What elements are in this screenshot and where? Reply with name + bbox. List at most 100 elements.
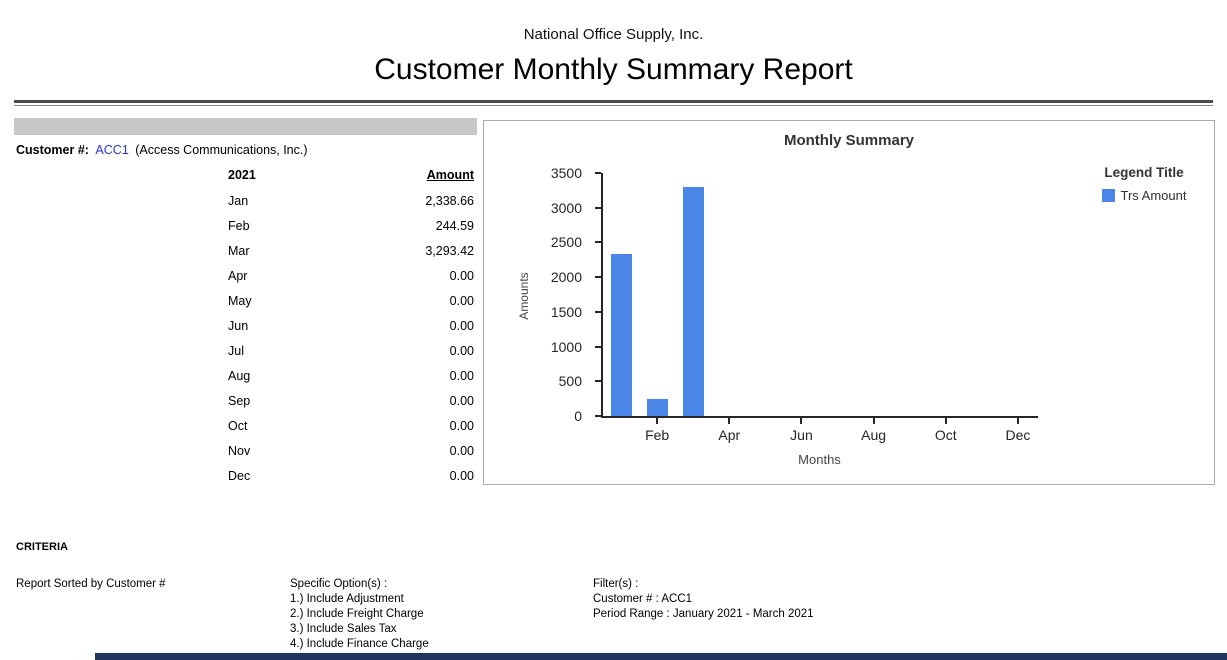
x-tick-mark [728,418,731,424]
month-cell: Feb [228,218,250,233]
month-cell: May [228,293,252,308]
header-rule-thick [14,100,1213,103]
criteria-option: 3.) Include Sales Tax [290,623,397,635]
legend-item: Trs Amount [1080,188,1208,203]
bar-slot [784,173,820,416]
x-tick-label: Feb [645,427,670,443]
table-row: May 0.00 [228,288,474,313]
criteria-filters-list: Customer # : ACC1 Period Range : January … [593,592,814,622]
bar-jan [610,254,632,416]
month-cell: Sep [228,393,251,408]
bar-slot [748,173,784,416]
company-name: National Office Supply, Inc. [523,26,704,43]
amount-cell: 244.59 [435,218,474,233]
amount-header: Amount [426,168,474,182]
legend-title: Legend Title [1104,165,1184,180]
x-tick-label: Jun [790,427,813,443]
bar-slot [893,173,929,416]
amount-cell: 0.00 [449,318,474,333]
table-row: Sep 0.00 [228,388,474,413]
month-cell: Jul [228,343,244,358]
criteria-option: 4.) Include Finance Charge [290,638,429,650]
header-rule-thin [14,105,1213,106]
y-tick-label: 500 [558,373,582,390]
y-tick-mark [595,345,601,348]
y-tick-label: 2000 [550,269,582,286]
year-header: 2021 [228,168,256,182]
table-row: Nov 0.00 [228,438,474,463]
customer-name: (Access Communications, Inc.) [135,143,308,157]
bar-feb [646,399,668,416]
month-cell: Apr [228,268,248,283]
amount-cell: 0.00 [449,443,474,458]
y-tick-label: 3500 [550,165,582,181]
amount-cell: 3,293.42 [425,243,474,258]
y-tick-label: 1000 [550,338,582,355]
bar-slot [676,173,712,416]
y-tick-mark [595,172,601,174]
y-tick-marks [595,172,601,418]
report-title: Customer Monthly Summary Report [374,53,853,86]
y-tick-mark [595,415,601,417]
table-row: Jul 0.00 [228,338,474,363]
y-tick-mark [595,380,601,383]
amount-cell: 0.00 [449,268,474,283]
criteria-options-title: Specific Option(s) : [290,578,388,590]
y-tick-label: 0 [574,408,582,424]
bar-slot [1002,173,1038,416]
amount-cell: 2,338.66 [425,193,474,208]
month-cell: Jan [228,193,249,208]
chart-plot [601,173,1038,418]
month-cell: Dec [228,468,251,483]
y-tick-label: 2500 [550,234,582,251]
criteria-heading: CRITERIA [16,541,68,553]
amount-table-header: 2021 Amount [228,168,474,188]
customer-label: Customer #: [16,143,89,157]
bar-slot [712,173,748,416]
criteria-options-list: 1.) Include Adjustment 2.) Include Freigh… [290,592,429,652]
y-tick-label: 3000 [550,199,582,216]
amount-table-body: Jan 2,338.66 Feb 244.59 Mar 3,293.42 Apr 0.00 Ma… [228,188,474,488]
criteria-options: Specific Option(s) : 1.) Include Adjustm… [290,577,429,652]
bar-mar [683,187,705,416]
criteria-option: 1.) Include Adjustment [290,593,404,605]
section-header-bar [14,118,477,135]
amount-cell: 0.00 [449,393,474,408]
y-tick-mark [595,310,601,313]
customer-line: Customer #: ACC1 (Access Communications,… [16,143,308,157]
bar-slot [821,173,857,416]
criteria-filter: Period Range : January 2021 - March 2021 [593,608,814,620]
bar-slot [857,173,893,416]
table-row: Oct 0.00 [228,413,474,438]
month-cell: Aug [228,368,251,383]
x-tick-mark [944,418,947,424]
x-tick-label: Apr [718,427,741,443]
amount-cell: 0.00 [449,468,474,483]
chart-title: Monthly Summary [783,132,915,149]
bottom-page-strip [95,653,1227,660]
customer-code-link[interactable]: ACC1 [95,143,129,157]
amount-table: 2021 Amount Jan 2,338.66 Feb 244.59 Mar 3,293… [228,168,474,488]
x-tick-label: Dec [1005,427,1031,443]
amount-cell: 0.00 [449,368,474,383]
x-axis-title: Months [798,452,841,467]
bar-slot [639,173,675,416]
bar-slot [603,173,639,416]
month-cell: Nov [228,443,251,458]
table-row: Aug 0.00 [228,363,474,388]
y-tick-label: 1500 [550,303,582,320]
table-row: Jan 2,338.66 [228,188,474,213]
x-tick-mark [656,418,659,424]
criteria-filter: Customer # : ACC1 [593,593,693,605]
bar-slot [966,173,1002,416]
table-row: Mar 3,293.42 [228,238,474,263]
y-tick-mark [595,206,601,209]
table-row: Apr 0.00 [228,263,474,288]
legend-series-label: Trs Amount [1120,188,1187,203]
x-tick-mark [1016,418,1019,424]
amount-cell: 0.00 [449,343,474,358]
amount-cell: 0.00 [449,418,474,433]
criteria-filters: Filter(s) : Customer # : ACC1 Period Rang… [593,577,814,622]
criteria-option: 2.) Include Freight Charge [290,608,424,620]
